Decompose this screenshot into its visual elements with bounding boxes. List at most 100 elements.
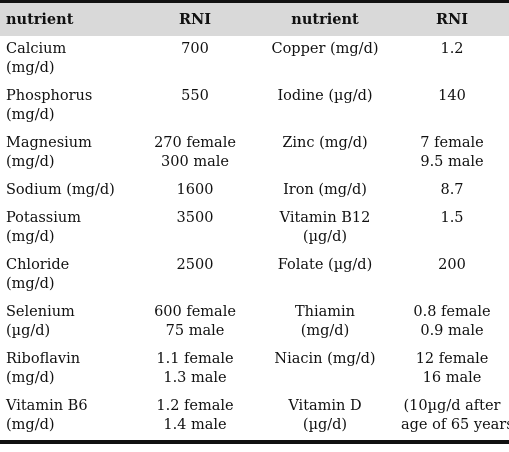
nutrient-cell: Iodine (µg/d) — [255, 83, 395, 130]
rni-cell: 7 female 9.5 male — [395, 130, 509, 177]
rni-cell: 3500 — [135, 205, 255, 252]
table-row: Magnesium (mg/d) 270 female 300 male Zinc (m… — [0, 130, 509, 177]
cell-text-line: Copper (mg/d) — [271, 41, 379, 57]
cell-text-line: 8.7 — [440, 182, 464, 198]
cell-text-line: (mg/d) — [6, 276, 55, 292]
header-row: nutrient RNI nutrient RNI — [0, 0, 509, 36]
cell-text-line: Iron (mg/d) — [283, 182, 367, 198]
rni-cell: 140 — [395, 83, 509, 130]
rni-cell: 550 — [135, 83, 255, 130]
rni-cell: 0.8 female 0.9 male — [395, 299, 509, 346]
nutrient-cell: Potassium (mg/d) — [0, 205, 135, 252]
cell-text-line: (mg/d) — [6, 154, 55, 170]
table-row: Potassium (mg/d) 3500 Vitamin B12 (µg/d) 1.5 — [0, 205, 509, 252]
nutrient-cell: Calcium (mg/d) — [0, 36, 135, 83]
cell-text-line: 3500 — [176, 210, 214, 226]
cell-text-line: (µg/d) — [302, 417, 348, 433]
table-row: Vitamin B6 (mg/d) 1.2 female 1.4 male Vitami… — [0, 393, 509, 444]
cell-text-line: Chloride — [6, 257, 70, 273]
nutrient-cell: Selenium (µg/d) — [0, 299, 135, 346]
nutrient-cell: Sodium (mg/d) — [0, 177, 135, 205]
cell-text-line: 9.5 male — [420, 154, 484, 170]
cell-text-line: 75 male — [165, 323, 225, 339]
cell-text-line: 12 female — [415, 351, 489, 367]
cell-text-line: 600 female — [154, 304, 236, 320]
rni-cell: 200 — [395, 252, 509, 299]
rni-cell: 1.2 female 1.4 male — [135, 393, 255, 444]
cell-text-line: age of 65 years — [401, 417, 509, 433]
cell-text-line: Zinc (mg/d) — [282, 135, 368, 151]
cell-text-line: Calcium — [6, 41, 67, 57]
cell-text-line: (mg/d) — [6, 229, 55, 245]
rni-cell: 1.2 — [395, 36, 509, 83]
table-row: Chloride (mg/d) 2500 Folate (µg/d) 200 — [0, 252, 509, 299]
rni-cell: 700 — [135, 36, 255, 83]
cell-text-line: 2500 — [176, 257, 214, 273]
cell-text-line: Vitamin D — [288, 398, 362, 414]
cell-text-line: (µg/d) — [302, 229, 348, 245]
cell-text-line: 270 female — [154, 135, 236, 151]
rni-cell: 1.5 — [395, 205, 509, 252]
cell-text-line: 1.5 — [440, 210, 464, 226]
nutrient-cell: Iron (mg/d) — [255, 177, 395, 205]
cell-text-line: Vitamin B6 — [6, 398, 88, 414]
nutrient-cell: Riboflavin (mg/d) — [0, 346, 135, 393]
nutrient-cell: Phosphorus (mg/d) — [0, 83, 135, 130]
cell-text-line: Sodium (mg/d) — [6, 182, 115, 198]
rni-cell: 12 female 16 male — [395, 346, 509, 393]
table-row: Sodium (mg/d) 1600 Iron (mg/d) 8.7 — [0, 177, 509, 205]
table-body: Calcium (mg/d) 700 Copper (mg/d) 1.2 Phosphor… — [0, 36, 509, 444]
cell-text-line: 0.8 female — [413, 304, 491, 320]
cell-text-line: (mg/d) — [6, 60, 55, 76]
rni-cell: 1.1 female 1.3 male — [135, 346, 255, 393]
cell-text-line: (mg/d) — [6, 417, 55, 433]
cell-text-line: Riboflavin — [6, 351, 81, 367]
nutrient-cell: Thiamin (mg/d) — [255, 299, 395, 346]
cell-text-line: 1.4 male — [163, 417, 227, 433]
rni-cell: 270 female 300 male — [135, 130, 255, 177]
cell-text-line: 140 — [438, 88, 466, 104]
nutrient-cell: Zinc (mg/d) — [255, 130, 395, 177]
cell-text-line: 700 — [181, 41, 209, 57]
nutrient-cell: Copper (mg/d) — [255, 36, 395, 83]
cell-text-line: 1600 — [176, 182, 214, 198]
rni-cell: 600 female 75 male — [135, 299, 255, 346]
table-row: Selenium (µg/d) 600 female 75 male Thiamin (m… — [0, 299, 509, 346]
cell-text-line: Potassium — [6, 210, 81, 226]
cell-text-line: (mg/d) — [300, 323, 350, 339]
cell-text-line: Vitamin B12 — [279, 210, 371, 226]
cell-text-line: Magnesium — [6, 135, 92, 151]
nutrient-cell: Vitamin D (µg/d) — [255, 393, 395, 444]
nutrient-cell: Vitamin B12 (µg/d) — [255, 205, 395, 252]
nutrient-cell: Folate (µg/d) — [255, 252, 395, 299]
cell-text-line: (mg/d) — [6, 107, 55, 123]
cell-text-line: (10µg/d after — [403, 398, 501, 414]
cell-text-line: 1.2 — [440, 41, 464, 57]
header-rni-1: RNI — [135, 0, 255, 36]
cell-text-line: Folate (µg/d) — [277, 257, 373, 273]
cell-text-line: 1.1 female — [156, 351, 234, 367]
nutrient-cell: Magnesium (mg/d) — [0, 130, 135, 177]
cell-text-line: 7 female — [420, 135, 484, 151]
table-row: Calcium (mg/d) 700 Copper (mg/d) 1.2 — [0, 36, 509, 83]
cell-text-line: Thiamin — [294, 304, 356, 320]
cell-text-line: (mg/d) — [6, 370, 55, 386]
rni-cell: 1600 — [135, 177, 255, 205]
rni-cell: (10µg/d after age of 65 years — [395, 393, 509, 444]
rni-cell: 8.7 — [395, 177, 509, 205]
cell-text-line: Selenium — [6, 304, 75, 320]
nutrient-cell: Chloride (mg/d) — [0, 252, 135, 299]
cell-text-line: 1.3 male — [163, 370, 227, 386]
header-rni-2: RNI — [395, 0, 509, 36]
nutrient-cell: Niacin (mg/d) — [255, 346, 395, 393]
header-nutrient-2: nutrient — [255, 0, 395, 36]
rni-cell: 2500 — [135, 252, 255, 299]
table-row: Riboflavin (mg/d) 1.1 female 1.3 male Niacin… — [0, 346, 509, 393]
cell-text-line: 300 male — [161, 154, 229, 170]
header-nutrient-1: nutrient — [0, 0, 135, 36]
cell-text-line: Iodine (µg/d) — [277, 88, 373, 104]
nutrient-cell: Vitamin B6 (mg/d) — [0, 393, 135, 444]
cell-text-line: (µg/d) — [6, 323, 51, 339]
